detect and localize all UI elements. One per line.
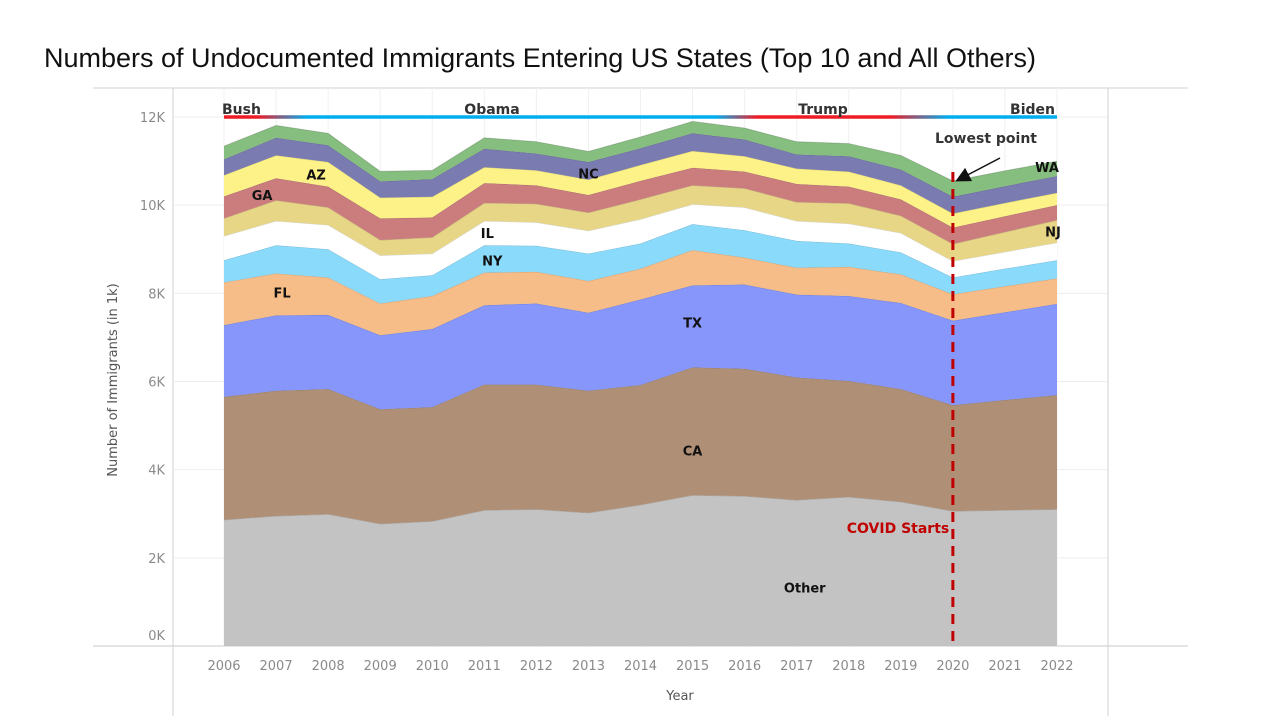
x-tick-label: 2018 <box>832 659 865 674</box>
x-tick-label: 2012 <box>520 659 553 674</box>
area-ca <box>224 367 1057 524</box>
area-other <box>224 495 1057 646</box>
y-ticks: 0K 2K 4K 6K 8K 10K 12K <box>140 111 166 644</box>
series-label-il: IL <box>481 227 494 242</box>
series-label-tx: TX <box>683 316 702 331</box>
x-tick-label: 2008 <box>312 659 345 674</box>
series-label-nc: NC <box>578 167 598 182</box>
x-tick-label: 2007 <box>260 659 293 674</box>
y-tick-label: 0K <box>148 629 165 644</box>
covid-annotation: COVID Starts <box>847 521 950 537</box>
y-tick-label: 10K <box>140 199 166 214</box>
x-tick-label: 2016 <box>728 659 761 674</box>
x-tick-label: 2014 <box>624 659 657 674</box>
y-axis-title: Number of Immigrants (in 1k) <box>106 283 121 477</box>
series-label-nj: NJ <box>1045 225 1061 240</box>
series-label-ny: NY <box>482 254 503 269</box>
area-fl <box>224 250 1057 336</box>
y-tick-label: 8K <box>148 287 165 302</box>
x-tick-label: 2010 <box>416 659 449 674</box>
area-wa <box>224 121 1057 197</box>
x-tick-label: 2015 <box>676 659 709 674</box>
president-label-trump: Trump <box>798 102 848 118</box>
x-tick-label: 2020 <box>936 659 969 674</box>
area-edge-wa <box>223 120 1058 182</box>
area-nc <box>224 133 1057 214</box>
series-labels: Other CA TX FL NY IL NJ GA AZ NC WA <box>252 161 1061 597</box>
x-tick-label: 2022 <box>1040 659 1073 674</box>
series-label-ga: GA <box>252 189 273 204</box>
president-label-obama: Obama <box>464 102 519 118</box>
y-tick-label: 6K <box>148 376 165 391</box>
area-tx <box>224 284 1057 410</box>
areas <box>223 120 1058 646</box>
y-tick-label: 4K <box>148 464 165 479</box>
y-tick-label: 2K <box>148 552 165 567</box>
president-label-bush: Bush <box>222 102 261 118</box>
series-label-ca: CA <box>683 444 703 459</box>
president-label-biden: Biden <box>1010 102 1055 118</box>
area-az <box>224 150 1057 228</box>
x-tick-label: 2009 <box>364 659 397 674</box>
area-nj <box>224 185 1057 262</box>
x-tick-label: 2006 <box>207 659 240 674</box>
area-ga <box>224 167 1057 244</box>
area-ny <box>224 224 1057 304</box>
series-label-az: AZ <box>306 168 326 183</box>
lowest-point-annotation: Lowest point <box>935 131 1037 147</box>
x-axis-title: Year <box>665 689 694 704</box>
y-tick-label: 12K <box>140 111 166 126</box>
x-ticks: 2006 2007 2008 2009 2010 2011 2012 2013 2014 2015… <box>207 659 1073 674</box>
x-tick-label: 2013 <box>572 659 605 674</box>
x-tick-label: 2017 <box>780 659 813 674</box>
series-label-other: Other <box>784 582 826 597</box>
x-tick-label: 2019 <box>884 659 917 674</box>
series-label-fl: FL <box>273 286 290 301</box>
x-tick-label: 2011 <box>468 659 501 674</box>
area-il <box>224 204 1057 280</box>
x-tick-label: 2021 <box>988 659 1021 674</box>
chart-title: Numbers of Undocumented Immigrants Enter… <box>44 43 1036 73</box>
arrow-icon <box>955 157 1001 182</box>
series-label-wa: WA <box>1035 161 1059 176</box>
